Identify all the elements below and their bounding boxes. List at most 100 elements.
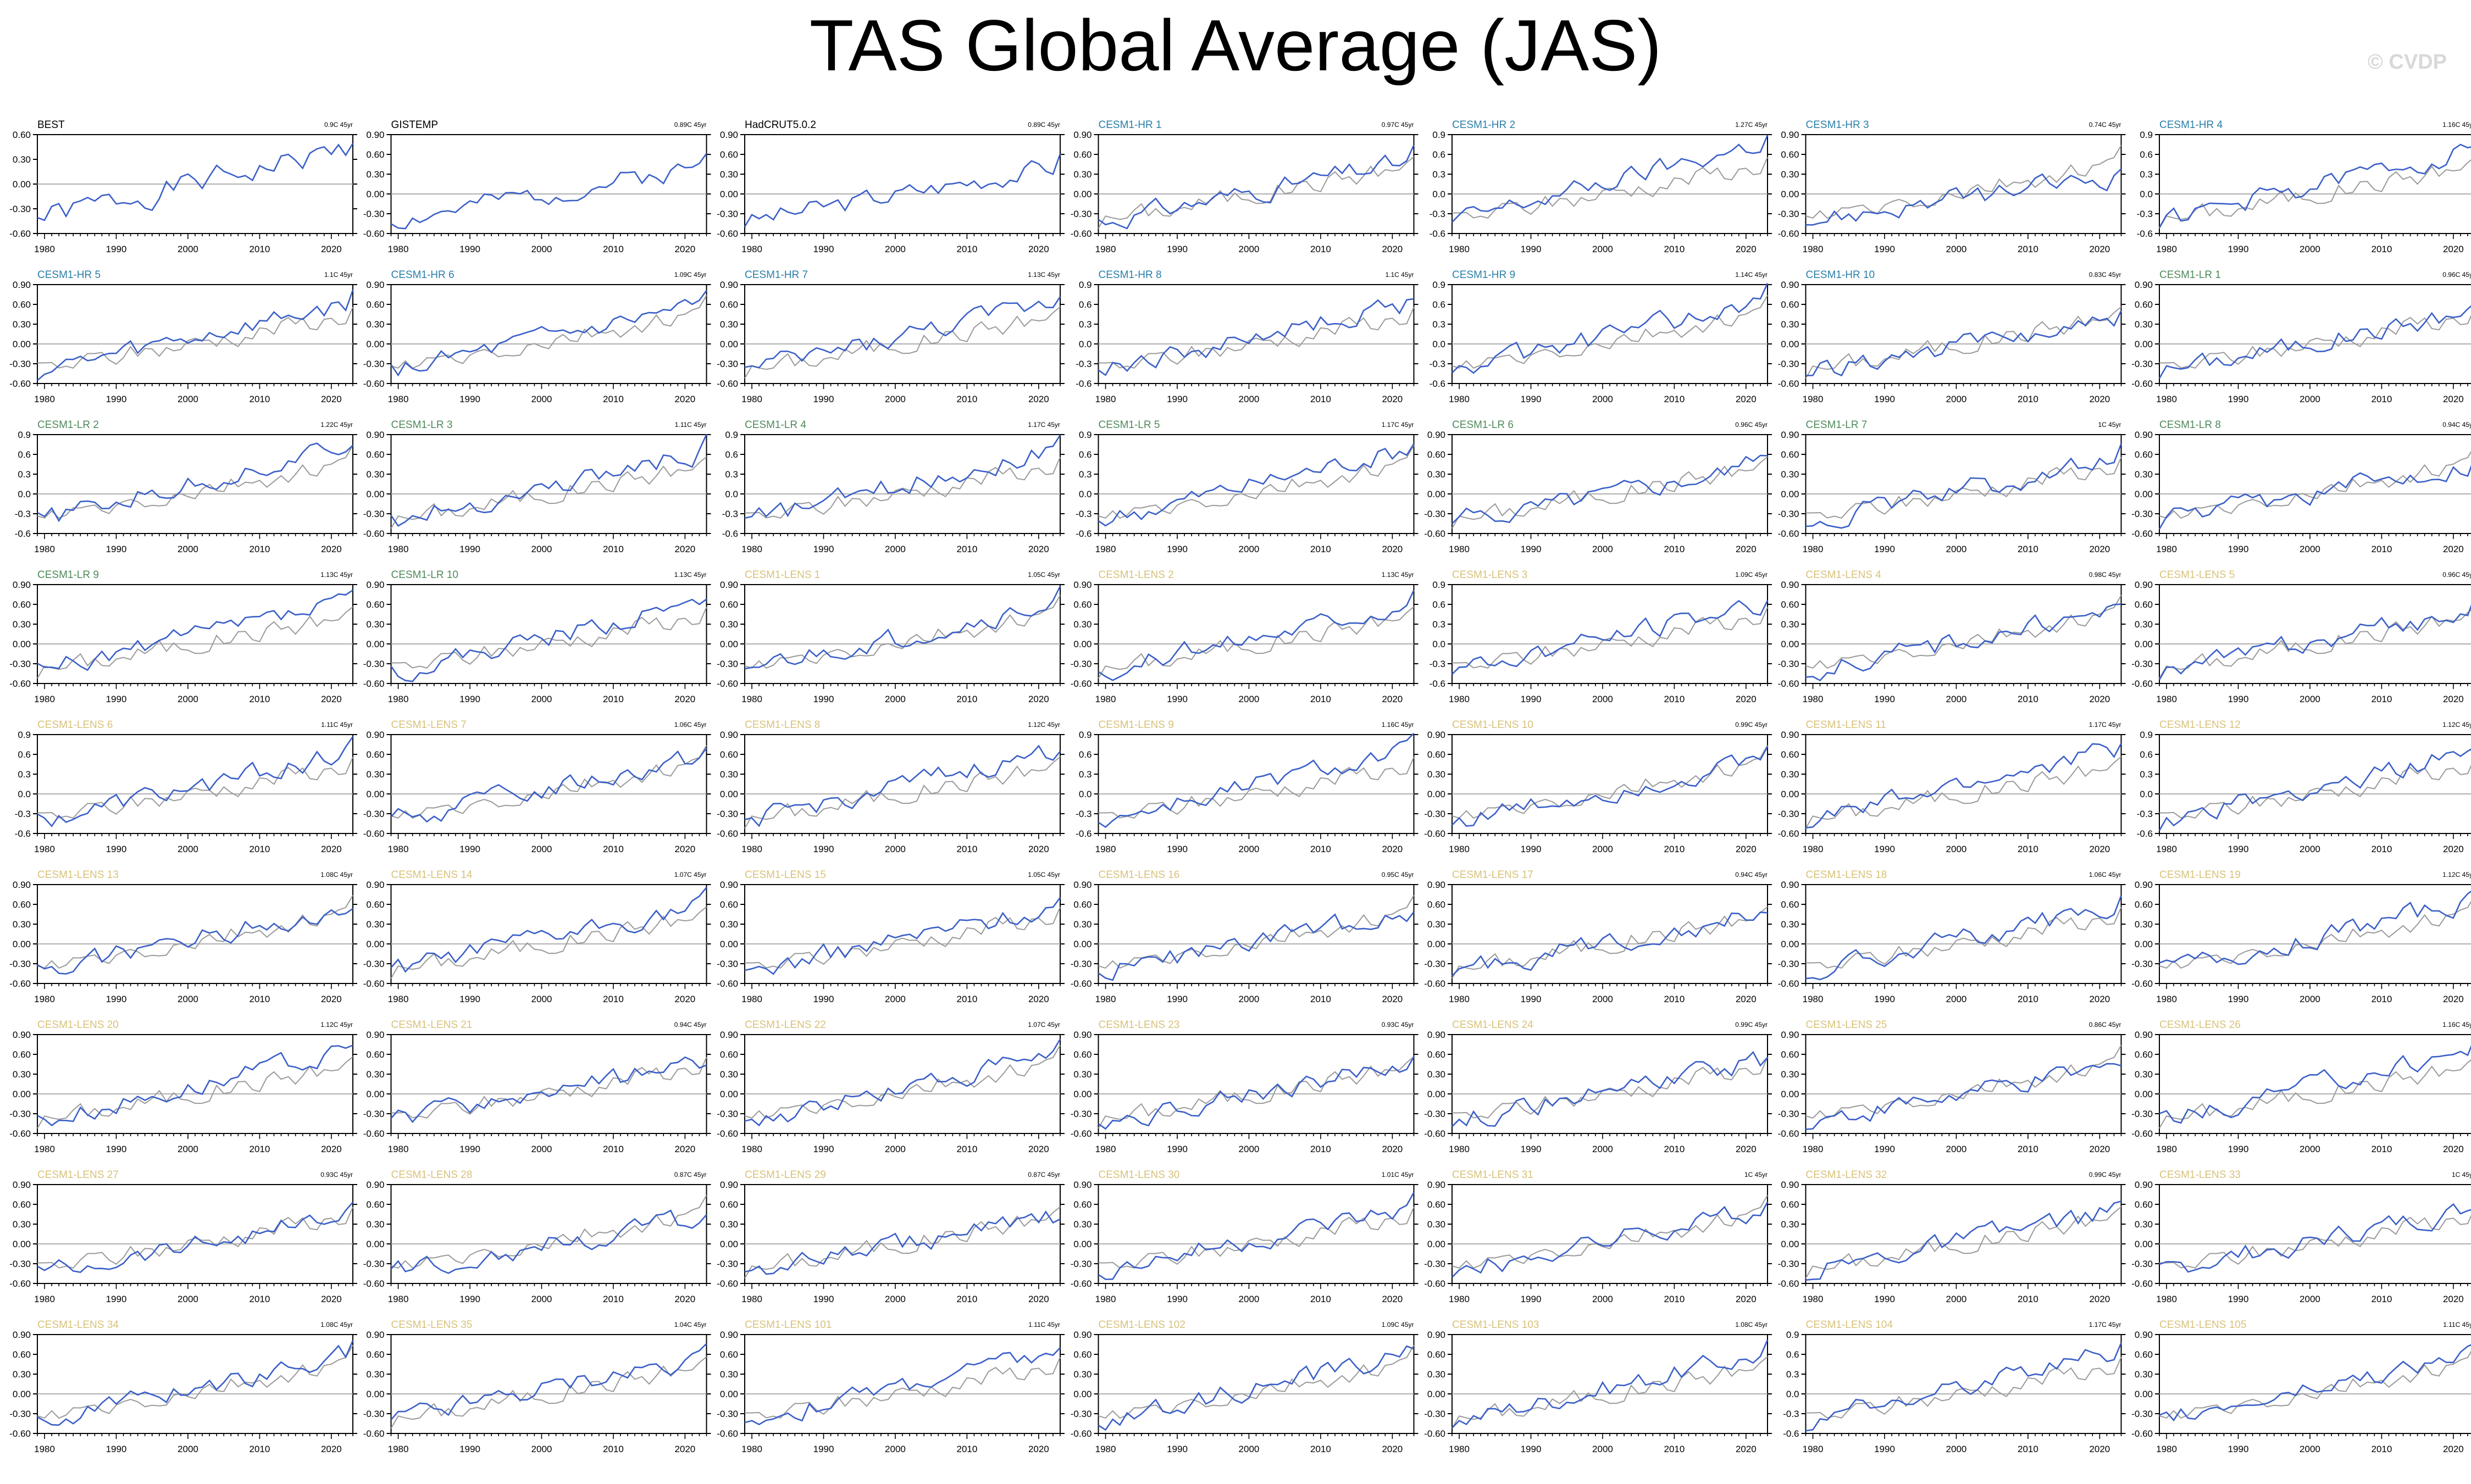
panel-frame (390, 1334, 707, 1434)
y-tick-label: 0.60 (13, 899, 31, 910)
x-tick-label: 2000 (2300, 1444, 2320, 1454)
x-tick-label: 2010 (249, 694, 270, 704)
y-tick-label: 0.90 (1427, 1180, 1445, 1190)
x-tick-label: 1980 (741, 994, 762, 1004)
x-tick-label: 2010 (1664, 244, 1685, 254)
y-tick-label: 0.90 (366, 430, 384, 440)
panel-title: CESM1-LENS 23 (1099, 1019, 1180, 1031)
x-tick-label: 1980 (388, 1444, 409, 1454)
series-line-observed (1098, 156, 1415, 229)
series-line-observed (1098, 1056, 1415, 1129)
panel-frame (2159, 734, 2471, 834)
x-tick-label: 1990 (1874, 844, 1895, 854)
x-tick-label: 1980 (1449, 1294, 1470, 1304)
x-tick-label: 1990 (2228, 1144, 2249, 1154)
panel-title: CESM1-HR 2 (1452, 119, 1515, 131)
x-tick-label: 1990 (106, 994, 127, 1004)
panel-frame (390, 584, 707, 684)
y-tick-label: -0.30 (717, 1109, 738, 1119)
panel-trend: 1.09C 45yr (674, 271, 707, 279)
y-tick-label: 0.30 (2135, 1069, 2153, 1080)
x-tick-label: 1980 (388, 844, 409, 854)
x-tick-label: 2020 (321, 844, 342, 854)
panel-frame (1451, 1334, 1768, 1434)
x-tick-label: 1990 (813, 844, 834, 854)
y-tick-label: -0.30 (717, 959, 738, 969)
series-line-model (37, 290, 354, 381)
y-tick-label: -0.3 (1783, 1409, 1799, 1419)
series-line-model (37, 1202, 353, 1273)
x-tick-label: 1990 (1874, 1444, 1895, 1454)
y-tick-label: 0.30 (1427, 1069, 1445, 1080)
x-tick-label: 2010 (249, 394, 270, 404)
x-tick-label: 1980 (741, 394, 762, 404)
x-tick-label: 2020 (1028, 1294, 1049, 1304)
series-line-observed (745, 1357, 1061, 1419)
x-tick-label: 2010 (1664, 394, 1685, 404)
panel-frame (1805, 734, 2122, 834)
y-tick-label: 0.30 (720, 769, 738, 780)
x-tick-label: 2010 (2371, 1444, 2392, 1454)
y-tick-label: -0.3 (1076, 809, 1092, 819)
panel-title: CESM1-LENS 27 (37, 1169, 119, 1181)
x-tick-label: 1990 (813, 1444, 834, 1454)
panel-title: CESM1-LR 6 (1452, 419, 1514, 431)
y-tick-label: 0.30 (1781, 919, 1799, 930)
panel-title: CESM1-LENS 29 (745, 1169, 826, 1181)
y-tick-label: 0.0 (18, 489, 31, 499)
x-tick-label: 2000 (178, 1144, 198, 1154)
x-tick-label: 2000 (531, 844, 552, 854)
x-tick-label: 1980 (741, 694, 762, 704)
y-tick-label: 0.60 (720, 1349, 738, 1360)
y-tick-label: 0.90 (720, 580, 738, 590)
y-tick-label: 0.90 (366, 280, 384, 290)
x-tick-label: 1980 (741, 1294, 762, 1304)
y-tick-label: 0.60 (2135, 299, 2153, 310)
y-tick-label: 0.60 (1781, 749, 1799, 760)
y-tick-label: 0.00 (2135, 1389, 2153, 1399)
series-line-observed (2159, 159, 2471, 229)
x-tick-label: 2020 (674, 994, 695, 1004)
y-tick-label: 0.30 (1073, 619, 1092, 630)
series-line-observed (745, 907, 1061, 969)
x-tick-label: 2010 (2018, 1294, 2038, 1304)
series-line-model (744, 897, 1061, 975)
series-line-observed (744, 306, 1061, 379)
x-tick-label: 2010 (249, 844, 270, 854)
y-tick-label: 0.90 (720, 1180, 738, 1190)
y-tick-label: 0.30 (720, 1069, 738, 1080)
y-tick-label: -0.60 (1778, 979, 1799, 989)
panel-trend: 0.99C 45yr (1735, 721, 1768, 729)
x-tick-label: 2010 (1310, 844, 1331, 854)
series-line-observed (1805, 144, 2122, 219)
y-tick-label: -0.30 (9, 659, 31, 669)
series-line-model (37, 143, 354, 221)
x-tick-label: 2000 (2300, 994, 2320, 1004)
y-tick-label: 0.9 (2140, 130, 2153, 140)
y-tick-label: 0.00 (1073, 1239, 1092, 1249)
y-tick-label: 0.60 (2135, 449, 2153, 460)
panel-frame (37, 284, 353, 384)
panel-title: CESM1-HR 5 (37, 269, 101, 281)
series-line-model (744, 586, 1061, 670)
y-tick-label: -0.60 (717, 1129, 738, 1139)
page-title: TAS Global Average (JAS) (809, 5, 1662, 86)
x-tick-label: 1980 (1449, 1144, 1470, 1154)
series-line-model (1451, 283, 1769, 374)
x-tick-label: 2020 (1382, 244, 1403, 254)
y-tick-label: -0.30 (1778, 659, 1799, 669)
y-tick-label: -0.60 (9, 379, 31, 389)
y-tick-label: 0.00 (366, 1239, 384, 1249)
y-tick-label: -0.60 (717, 379, 738, 389)
panel-frame (1098, 734, 1415, 834)
x-tick-label: 2010 (956, 994, 977, 1004)
y-tick-label: 0.30 (366, 1369, 384, 1380)
y-tick-label: 0.30 (13, 1219, 31, 1230)
y-tick-label: -0.30 (1424, 1259, 1445, 1269)
y-tick-label: -0.30 (9, 1409, 31, 1419)
x-tick-label: 1990 (1874, 1144, 1895, 1154)
